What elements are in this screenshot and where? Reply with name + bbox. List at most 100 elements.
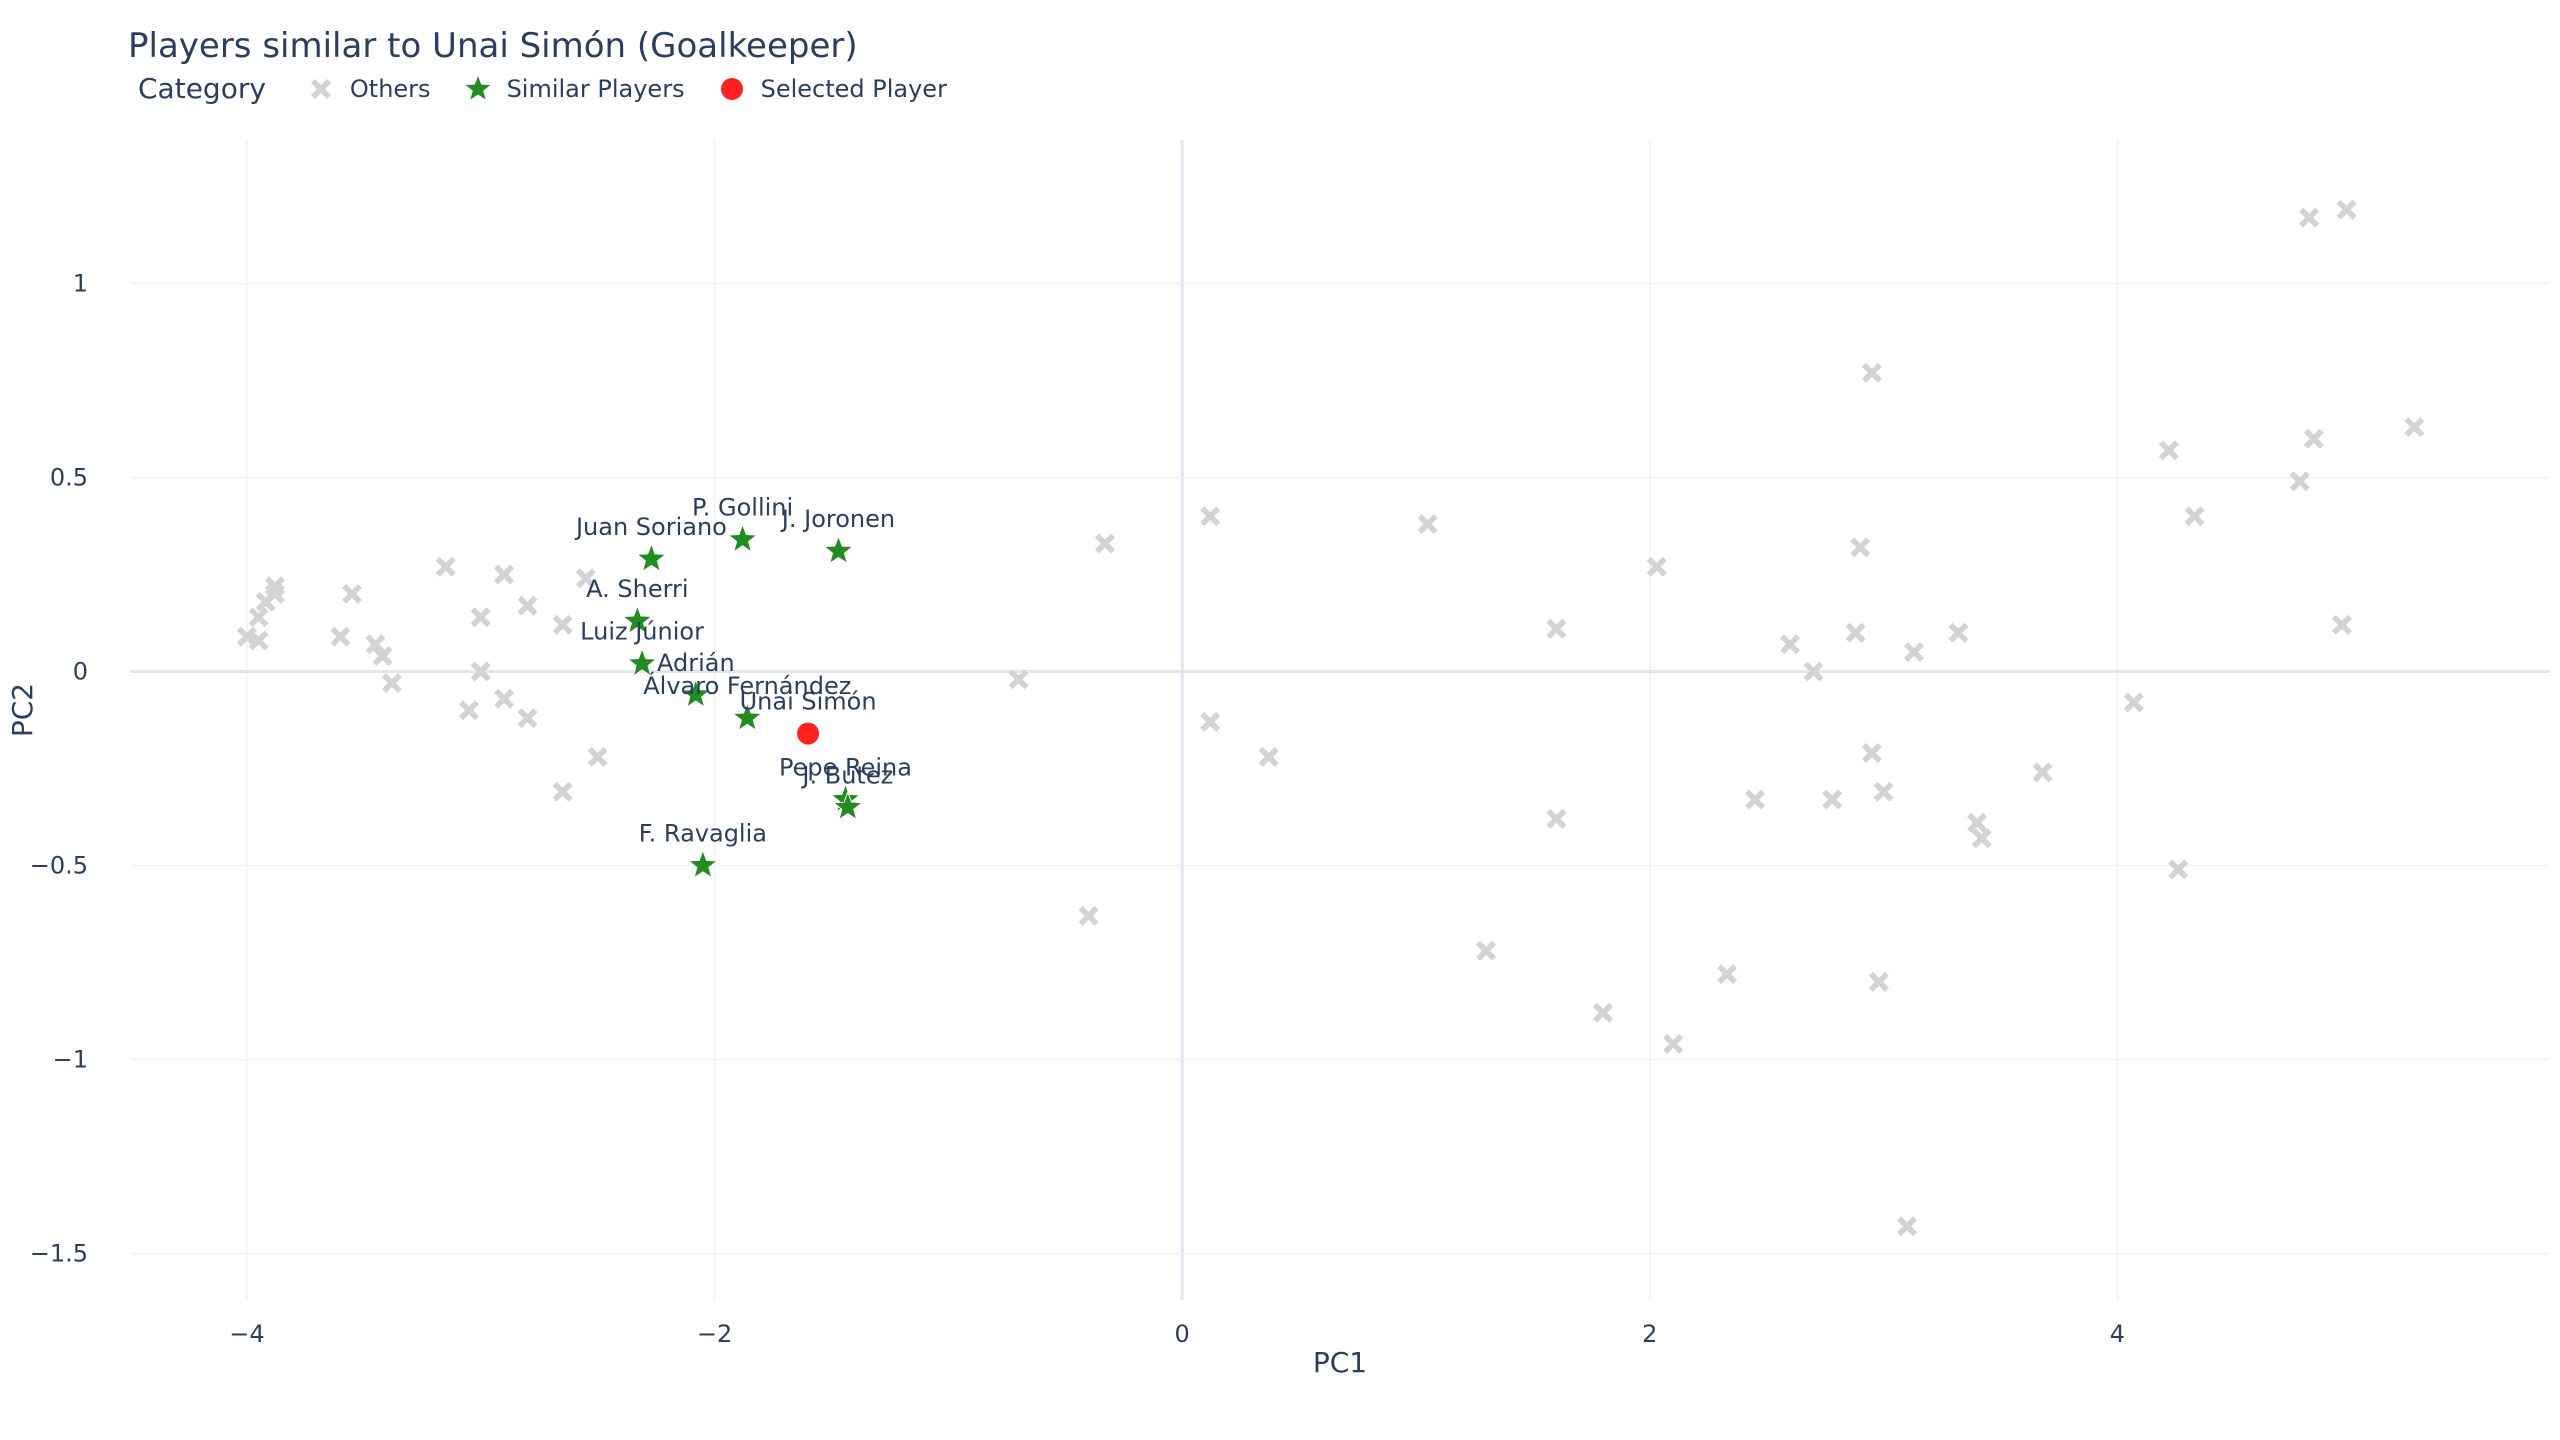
- x-marker: [1546, 808, 1567, 829]
- point-label: Juan Soriano: [574, 513, 727, 541]
- x-tick-label: 0: [1175, 1320, 1190, 1348]
- selected-marker: [797, 722, 820, 745]
- x-marker: [1873, 781, 1894, 802]
- y-tick-label: 1: [73, 270, 88, 298]
- x-tick-label: 4: [2110, 1320, 2125, 1348]
- y-tick-label: 0: [73, 658, 88, 686]
- x-marker: [330, 626, 351, 647]
- x-marker: [2123, 692, 2144, 713]
- x-marker: [2336, 199, 2357, 220]
- x-marker: [2303, 428, 2324, 449]
- point-label: J. Joronen: [780, 505, 895, 533]
- x-marker: [1417, 514, 1438, 535]
- x-axis-label: PC1: [1313, 1346, 1367, 1379]
- legend: Category Others Similar Players Selected…: [138, 72, 979, 105]
- x-marker: [1948, 622, 1969, 643]
- x-marker: [372, 646, 393, 666]
- x-marker: [552, 614, 573, 635]
- x-marker: [1646, 556, 1667, 577]
- point-label: J. Butez: [800, 761, 893, 789]
- x-marker: [342, 583, 363, 604]
- axes: −4 −2 0 2 4 −1.5 −1 −0.5 0 0.5 1: [30, 270, 2125, 1348]
- legend-label-others: Others: [349, 74, 431, 103]
- x-marker: [1850, 537, 1871, 558]
- y-tick-label: 0.5: [50, 464, 88, 492]
- circle-marker-icon: [720, 77, 743, 100]
- x-marker: [1897, 1216, 1917, 1237]
- x-marker: [587, 746, 608, 767]
- x-tick-label: −4: [229, 1320, 264, 1348]
- point-label: Unai Simón: [740, 688, 877, 716]
- x-marker: [1803, 661, 1824, 682]
- x-marker: [1593, 1002, 1613, 1023]
- x-marker: [1476, 940, 1497, 961]
- point-label: A. Sherri: [586, 575, 688, 603]
- x-marker: [265, 583, 285, 604]
- x-marker: [2032, 762, 2053, 783]
- selected-series: [797, 722, 820, 745]
- x-marker: [575, 568, 596, 589]
- x-marker: [1780, 634, 1801, 655]
- star-marker: [626, 647, 658, 677]
- legend-item-others[interactable]: Others: [306, 74, 431, 104]
- x-marker: [494, 564, 515, 585]
- star-marker: [680, 678, 712, 709]
- star-marker: [635, 542, 668, 573]
- x-marker: [1258, 746, 1279, 767]
- x-marker: [1200, 711, 1221, 732]
- point-label: Luiz Júnior: [580, 618, 704, 646]
- x-marker: [2404, 417, 2425, 438]
- legend-item-similar[interactable]: Similar Players: [463, 74, 685, 104]
- x-marker: [2168, 859, 2189, 880]
- y-axis-label: PC2: [6, 683, 39, 737]
- point-label: F. Ravaglia: [639, 819, 767, 847]
- x-marker: [459, 700, 479, 721]
- x-marker: [1845, 622, 1866, 643]
- star-marker: [687, 849, 719, 879]
- similar-series: [621, 523, 864, 879]
- grid: [130, 140, 2550, 1300]
- x-marker: [1967, 812, 1988, 833]
- x-tick-label: −2: [697, 1320, 732, 1348]
- x-tick-label: 2: [1642, 1320, 1657, 1348]
- legend-item-selected[interactable]: Selected Player: [717, 74, 947, 104]
- x-marker: [517, 708, 538, 729]
- x-marker: [1078, 905, 1099, 926]
- x-marker: [435, 556, 456, 577]
- legend-label-selected: Selected Player: [760, 74, 947, 103]
- y-tick-label: −1.5: [30, 1239, 88, 1267]
- x-marker: [1868, 971, 1889, 992]
- x-marker: [2331, 614, 2352, 635]
- x-marker: [248, 607, 269, 628]
- x-marker: [1663, 1033, 1684, 1054]
- legend-label-similar: Similar Players: [506, 74, 685, 103]
- x-marker: [2158, 440, 2179, 461]
- x-marker: [1861, 743, 1882, 763]
- star-marker: [822, 534, 855, 565]
- x-marker: [470, 607, 491, 628]
- star-marker: [621, 604, 654, 635]
- x-marker: [1822, 789, 1843, 810]
- x-marker: [365, 634, 386, 655]
- point-label: Pepe Reina: [779, 754, 912, 782]
- chart-title: Players similar to Unai Simón (Goalkeepe…: [128, 26, 858, 66]
- x-marker: [1904, 642, 1924, 663]
- y-tick-label: −0.5: [30, 851, 88, 879]
- x-marker: [517, 595, 538, 616]
- x-marker: [1717, 964, 1737, 985]
- x-marker: [2184, 506, 2205, 527]
- x-marker: [1095, 533, 1115, 554]
- x-marker: [470, 661, 491, 682]
- x-marker: [1546, 618, 1567, 639]
- x-marker: [494, 688, 515, 709]
- x-marker: [2299, 207, 2320, 228]
- x-marker: [2289, 471, 2310, 492]
- others-series: [236, 199, 2425, 1237]
- x-marker: [1971, 828, 1992, 849]
- x-marker: [381, 673, 402, 694]
- x-marker: [1200, 506, 1221, 527]
- star-marker-icon: [465, 75, 490, 100]
- x-marker: [552, 781, 573, 802]
- x-marker: [1008, 669, 1029, 690]
